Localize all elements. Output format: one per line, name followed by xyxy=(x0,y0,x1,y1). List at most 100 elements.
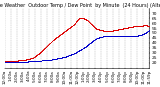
Point xyxy=(6,61,9,62)
Point xyxy=(42,60,44,61)
Point xyxy=(142,33,145,35)
Point xyxy=(130,26,133,28)
Point xyxy=(129,35,132,37)
Point xyxy=(130,35,132,37)
Point xyxy=(109,30,112,32)
Point xyxy=(134,35,136,37)
Point xyxy=(116,35,118,37)
Point xyxy=(139,34,142,36)
Point xyxy=(43,59,45,61)
Point xyxy=(48,43,50,45)
Point xyxy=(87,44,89,45)
Point xyxy=(17,60,20,61)
Point xyxy=(107,30,110,32)
Point xyxy=(8,61,10,62)
Point xyxy=(57,57,60,59)
Point xyxy=(48,59,50,61)
Point xyxy=(122,35,124,37)
Point xyxy=(27,61,29,62)
Point xyxy=(122,28,124,29)
Point xyxy=(145,32,147,33)
Point xyxy=(22,61,25,62)
Point xyxy=(111,35,114,37)
Point xyxy=(22,61,24,62)
Point xyxy=(63,31,65,32)
Point xyxy=(40,60,42,61)
Point xyxy=(108,35,111,37)
Point xyxy=(102,30,104,31)
Point xyxy=(40,60,42,61)
Point xyxy=(114,35,116,37)
Point xyxy=(31,57,33,59)
Point xyxy=(10,60,12,62)
Point xyxy=(62,57,64,58)
Point xyxy=(82,18,85,19)
Point xyxy=(126,27,128,28)
Point xyxy=(129,26,132,28)
Point xyxy=(5,60,8,62)
Point xyxy=(115,35,117,37)
Point xyxy=(91,24,93,26)
Point xyxy=(112,30,114,31)
Point xyxy=(98,37,100,38)
Point xyxy=(118,35,121,37)
Point xyxy=(147,25,150,26)
Point xyxy=(118,35,121,37)
Point xyxy=(56,36,59,37)
Point xyxy=(65,56,68,57)
Point xyxy=(21,61,23,62)
Point xyxy=(136,35,139,36)
Point xyxy=(98,37,101,38)
Point xyxy=(28,61,30,62)
Point xyxy=(11,60,14,62)
Point xyxy=(93,39,96,40)
Title: Milwaukee Weather  Outdoor Temp / Dew Point  by Minute  (24 Hours) (Alternate): Milwaukee Weather Outdoor Temp / Dew Poi… xyxy=(0,3,160,8)
Point xyxy=(6,61,8,62)
Point xyxy=(13,60,15,62)
Point xyxy=(52,39,55,40)
Point xyxy=(104,35,106,37)
Point xyxy=(139,34,141,36)
Point xyxy=(30,58,33,59)
Point xyxy=(52,58,55,60)
Point xyxy=(97,29,100,30)
Point xyxy=(103,30,105,31)
Point xyxy=(22,61,24,62)
Point xyxy=(100,29,103,31)
Point xyxy=(29,58,31,59)
Point xyxy=(74,22,77,23)
Point xyxy=(45,59,48,61)
Point xyxy=(125,27,127,29)
Point xyxy=(63,56,65,58)
Point xyxy=(136,35,138,36)
Point xyxy=(145,32,148,33)
Point xyxy=(116,29,119,30)
Point xyxy=(69,54,71,56)
Point xyxy=(51,40,53,42)
Point xyxy=(146,25,148,26)
Point xyxy=(125,35,128,37)
Point xyxy=(52,58,54,60)
Point xyxy=(54,58,56,60)
Point xyxy=(16,60,19,61)
Point xyxy=(121,35,123,37)
Point xyxy=(54,58,56,60)
Point xyxy=(89,22,92,24)
Point xyxy=(105,35,108,37)
Point xyxy=(60,57,63,58)
Point xyxy=(128,35,131,37)
Point xyxy=(55,37,57,38)
Point xyxy=(21,61,23,62)
Point xyxy=(18,60,20,61)
Point xyxy=(43,59,46,61)
Point xyxy=(46,45,48,47)
Point xyxy=(64,56,66,58)
Point xyxy=(113,29,116,31)
Point xyxy=(144,32,147,34)
Point xyxy=(6,61,9,62)
Point xyxy=(143,33,145,34)
Point xyxy=(103,35,106,37)
Point xyxy=(119,35,122,37)
Point xyxy=(34,56,36,57)
Point xyxy=(111,30,113,31)
